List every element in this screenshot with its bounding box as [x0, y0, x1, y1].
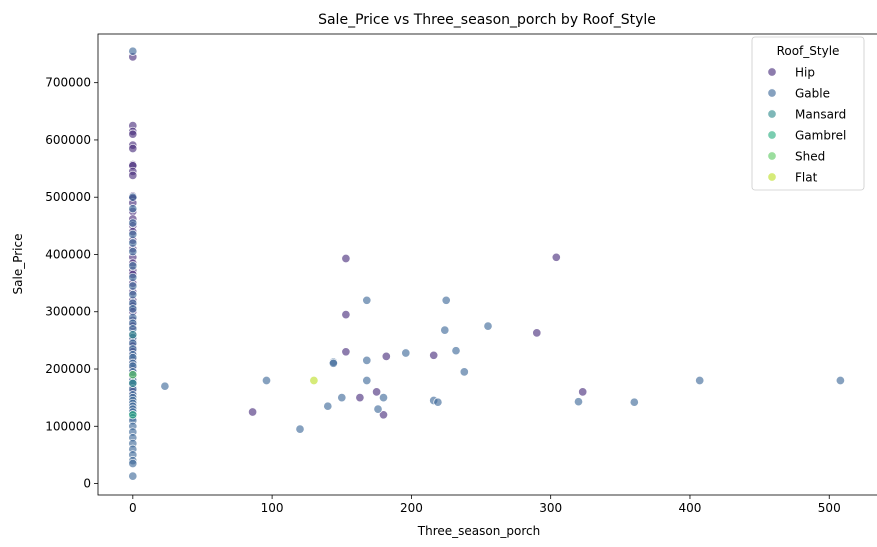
y-tick-label-600000: 600000: [45, 133, 91, 147]
data-point-hip-3: [128, 129, 138, 139]
data-point-gable-52: [328, 358, 338, 368]
data-point-gable-64: [451, 346, 461, 356]
data-point-gable-54: [362, 295, 372, 305]
legend-marker-mansard: [767, 109, 777, 119]
data-point-gable-63: [441, 295, 451, 305]
y-tick-label-100000: 100000: [45, 419, 91, 433]
plot-area: [97, 33, 877, 496]
data-point-gable-10: [128, 290, 138, 300]
data-point-gable-48: [261, 375, 272, 386]
data-point-gable-4: [128, 229, 138, 239]
data-point-gable-0: [128, 46, 138, 56]
legend-items: Hip Gable Mansard Gambrel Shed Flat: [767, 66, 846, 185]
data-point-hip-39: [248, 407, 258, 417]
x-tick-label-200: 200: [400, 501, 423, 515]
data-point-hip-50: [578, 387, 588, 397]
legend-marker-hip: [767, 67, 777, 77]
data-point-gable-62: [440, 325, 450, 335]
y-tick-label-200000: 200000: [45, 362, 91, 376]
data-point-gable-55: [362, 355, 372, 365]
data-point-hip-48: [532, 328, 542, 338]
data-point-gable-69: [695, 375, 705, 386]
data-point-gable-6: [128, 247, 138, 257]
data-point-gable-53: [337, 393, 347, 403]
data-point-hip-43: [355, 393, 365, 403]
data-point-gable-9: [128, 281, 138, 291]
x-axis-label: Three_season_porch: [417, 524, 540, 538]
x-tick-label-400: 400: [679, 501, 702, 515]
data-point-gambrel-0: [128, 410, 138, 420]
data-point-flat-0: [309, 375, 319, 386]
data-point-gable-49: [295, 424, 305, 434]
legend-label-shed: Shed: [795, 150, 825, 164]
data-point-gable-45: [128, 458, 138, 469]
data-point-hip-41: [341, 310, 351, 320]
x-tick-label-100: 100: [261, 501, 284, 515]
x-tick-label-500: 500: [818, 501, 841, 515]
y-tick-label-300000: 300000: [45, 305, 91, 319]
x-tick-label-300: 300: [539, 501, 562, 515]
legend-marker-flat: [767, 172, 777, 182]
y-tick-label-700000: 700000: [45, 76, 91, 90]
data-point-gable-5: [128, 238, 138, 248]
data-point-hip-49: [551, 252, 561, 262]
data-point-gable-8: [128, 272, 138, 282]
legend-label-gambrel: Gambrel: [795, 129, 846, 143]
data-point-gable-2: [128, 204, 138, 214]
data-point-gable-70: [835, 375, 845, 386]
chart-title: Sale_Price vs Three_season_porch by Roof…: [318, 12, 656, 28]
data-point-gable-57: [373, 404, 383, 414]
legend-marker-shed: [767, 151, 777, 161]
data-point-mansard-0: [128, 378, 138, 388]
y-tick-label-0: 0: [83, 477, 91, 491]
data-point-hip-9: [128, 170, 138, 180]
data-point-gable-58: [378, 393, 389, 403]
legend-label-gable: Gable: [795, 87, 830, 101]
y-axis-label: Sale_Price: [11, 234, 25, 295]
legend-marker-gambrel: [767, 130, 777, 140]
legend-title: Roof_Style: [777, 44, 840, 58]
data-point-hip-40: [341, 253, 351, 264]
y-tick-label-500000: 500000: [45, 190, 91, 204]
data-point-gable-66: [483, 321, 493, 331]
y-tick-label-400000: 400000: [45, 247, 91, 261]
legend-frame: [751, 36, 865, 191]
data-point-hip-42: [341, 347, 351, 357]
data-point-gable-59: [401, 348, 411, 358]
x-tick-label-0: 0: [129, 501, 137, 515]
data-point-hip-46: [381, 351, 391, 361]
data-point-gable-7: [128, 261, 138, 271]
legend-label-mansard: Mansard: [795, 108, 846, 122]
y-axis: 0 100000 200000 300000 400000 500000 600000 700…: [45, 76, 98, 491]
data-point-gable-12: [128, 304, 138, 314]
data-point-hip-5: [128, 143, 138, 154]
data-point-hip-45: [378, 410, 389, 420]
data-point-gable-67: [573, 397, 584, 407]
data-point-hip-47: [429, 350, 439, 360]
legend-label-flat: Flat: [795, 171, 818, 185]
data-point-gable-1: [128, 192, 138, 202]
data-point-gable-56: [362, 375, 372, 386]
data-point-gable-3: [128, 218, 138, 228]
data-point-gable-65: [459, 367, 469, 377]
points-layer: [128, 46, 845, 481]
data-point-gable-46: [128, 471, 138, 481]
data-point-gable-61: [433, 397, 443, 407]
data-point-shed-0: [128, 370, 138, 380]
data-point-gable-47: [160, 381, 170, 391]
x-axis: 0 100 200 300 400 500: [129, 495, 841, 515]
legend-marker-gable: [767, 88, 777, 98]
data-point-hip-44: [372, 387, 382, 397]
data-point-mansard-1: [128, 330, 138, 340]
data-point-gable-68: [629, 397, 639, 407]
legend: Roof_Style Hip Gable Mansard Gambrel Shed Fla…: [751, 36, 865, 191]
data-point-gable-50: [323, 401, 333, 411]
legend-label-hip: Hip: [795, 66, 815, 80]
